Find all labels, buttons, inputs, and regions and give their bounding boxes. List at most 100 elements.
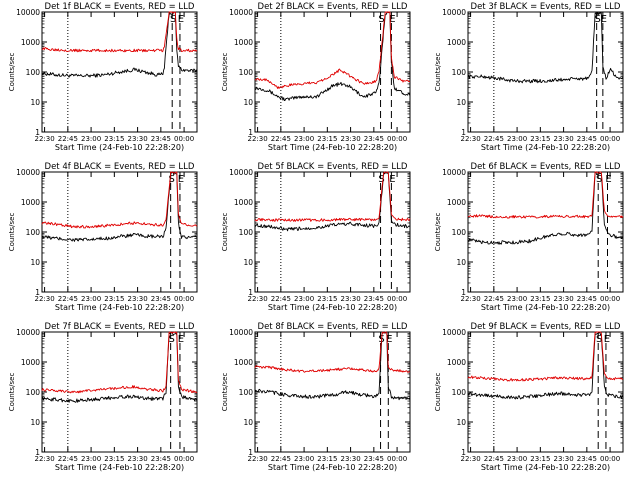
x-tick-label: 23:00: [294, 295, 314, 303]
panel-3: Det 3f BLACK = Events, RED = LLD 1 10 100 10…: [434, 2, 624, 152]
x-tick-label: 22:30: [247, 135, 267, 143]
x-tick-label: 22:45: [271, 135, 291, 143]
y-axis-label: Counts/sec: [221, 53, 229, 92]
x-tick-label: 23:15: [104, 455, 124, 463]
x-tick-label: 23:00: [81, 295, 101, 303]
plot-frame: [467, 171, 624, 293]
plot-frame: [254, 171, 411, 293]
x-tick-label: 22:45: [58, 295, 78, 303]
plot-frame: [41, 171, 198, 293]
marker-e-label: E: [386, 334, 392, 345]
panel-6: Det 6f BLACK = Events, RED = LLD 1 10 100 10…: [434, 162, 624, 312]
x-tick-label: 23:00: [294, 455, 314, 463]
y-tick-label: 10: [243, 98, 253, 107]
y-tick-label: 1000: [234, 198, 253, 207]
x-axis-label: Start Time (24-Feb-10 22:28:20): [268, 463, 397, 472]
series-events-line: [254, 331, 411, 401]
series-events-line: [254, 171, 411, 232]
x-tick-label: 23:15: [317, 135, 337, 143]
x-tick-label: 22:30: [460, 295, 480, 303]
x-axis-label: Start Time (24-Feb-10 22:28:20): [55, 303, 184, 312]
panel-4: Det 4f BLACK = Events, RED = LLD 1 10 100 10…: [8, 162, 198, 312]
y-tick-label: 10000: [229, 168, 253, 177]
x-tick-label: 23:30: [127, 135, 147, 143]
marker-e-label: E: [389, 174, 395, 185]
x-tick-label: 22:30: [34, 295, 54, 303]
plot-frame: [254, 331, 411, 453]
series-events-line: [255, 11, 411, 102]
x-tick-label: 22:30: [34, 455, 54, 463]
panel-2: Det 2f BLACK = Events, RED = LLD 1 10 100 10…: [221, 2, 411, 152]
x-tick-label: 22:30: [247, 295, 267, 303]
y-tick-label: 1000: [234, 358, 253, 367]
series-lld-line: [41, 11, 198, 53]
x-tick-label: 22:45: [271, 455, 291, 463]
y-tick-label: 1000: [21, 198, 40, 207]
x-tick-label: 23:45: [151, 455, 171, 463]
series-events-line: [41, 11, 198, 78]
y-tick-label: 10000: [16, 8, 40, 17]
series-lld-line: [467, 331, 623, 382]
y-tick-label: 100: [452, 228, 467, 237]
y-tick-label: 1: [35, 448, 40, 457]
y-tick-label: 1000: [447, 358, 466, 367]
y-tick-label: 1: [461, 448, 466, 457]
series-lld-line: [254, 11, 411, 89]
y-tick-label: 10000: [229, 8, 253, 17]
x-tick-label: 23:45: [151, 295, 171, 303]
y-tick-label: 10000: [16, 328, 40, 337]
y-tick-label: 1000: [21, 38, 40, 47]
panel-title: Det 7f BLACK = Events, RED = LLD: [45, 322, 195, 332]
x-tick-label: 23:45: [577, 455, 597, 463]
y-tick-label: 10: [30, 418, 40, 427]
panel-title: Det 2f BLACK = Events, RED = LLD: [258, 2, 408, 12]
x-axis-label: Start Time (24-Feb-10 22:28:20): [481, 463, 610, 472]
marker-e-label: E: [605, 174, 611, 185]
series-lld-line: [467, 171, 624, 219]
x-axis-label: Start Time (24-Feb-10 22:28:20): [481, 303, 610, 312]
x-tick-label: 23:30: [553, 135, 573, 143]
y-tick-label: 100: [26, 228, 41, 237]
y-tick-label: 1: [248, 128, 253, 137]
y-tick-label: 1000: [234, 38, 253, 47]
x-tick-label: 23:30: [553, 295, 573, 303]
series-events-line: [467, 332, 624, 400]
marker-e-label: E: [389, 14, 395, 25]
y-tick-label: 10000: [442, 8, 466, 17]
x-tick-label: 23:15: [530, 455, 550, 463]
x-tick-label: 22:45: [58, 135, 78, 143]
marker-s-label: S: [378, 14, 384, 25]
y-tick-label: 10000: [442, 328, 466, 337]
x-tick-label: 00:00: [174, 295, 194, 303]
panel-title: Det 1f BLACK = Events, RED = LLD: [45, 2, 195, 12]
y-tick-label: 10000: [229, 328, 253, 337]
marker-s-label: S: [170, 14, 176, 25]
x-axis-label: Start Time (24-Feb-10 22:28:20): [55, 463, 184, 472]
marker-s-label: S: [596, 174, 602, 185]
y-axis-label: Counts/sec: [8, 213, 16, 252]
panel-5: Det 5f BLACK = Events, RED = LLD 1 10 100 10…: [221, 162, 411, 312]
x-tick-label: 23:45: [577, 135, 597, 143]
x-tick-label: 23:00: [81, 455, 101, 463]
x-tick-label: 00:00: [387, 135, 407, 143]
x-tick-label: 23:00: [294, 135, 314, 143]
y-tick-label: 10000: [442, 168, 466, 177]
x-tick-label: 23:30: [553, 455, 573, 463]
marker-s-label: S: [168, 174, 174, 185]
y-axis-label: Counts/sec: [434, 213, 442, 252]
y-tick-label: 100: [239, 68, 254, 77]
x-tick-label: 23:45: [364, 295, 384, 303]
series-lld-line: [41, 171, 198, 229]
x-tick-label: 23:15: [317, 455, 337, 463]
x-tick-label: 22:45: [484, 455, 504, 463]
y-axis-label: Counts/sec: [434, 53, 442, 92]
y-tick-label: 1000: [447, 198, 466, 207]
x-tick-label: 23:00: [81, 135, 101, 143]
y-tick-label: 100: [26, 388, 41, 397]
y-tick-label: 100: [239, 228, 254, 237]
y-tick-label: 10: [243, 418, 253, 427]
series-events-line: [467, 11, 624, 84]
series-lld-line: [254, 171, 411, 222]
x-tick-label: 23:00: [507, 135, 527, 143]
